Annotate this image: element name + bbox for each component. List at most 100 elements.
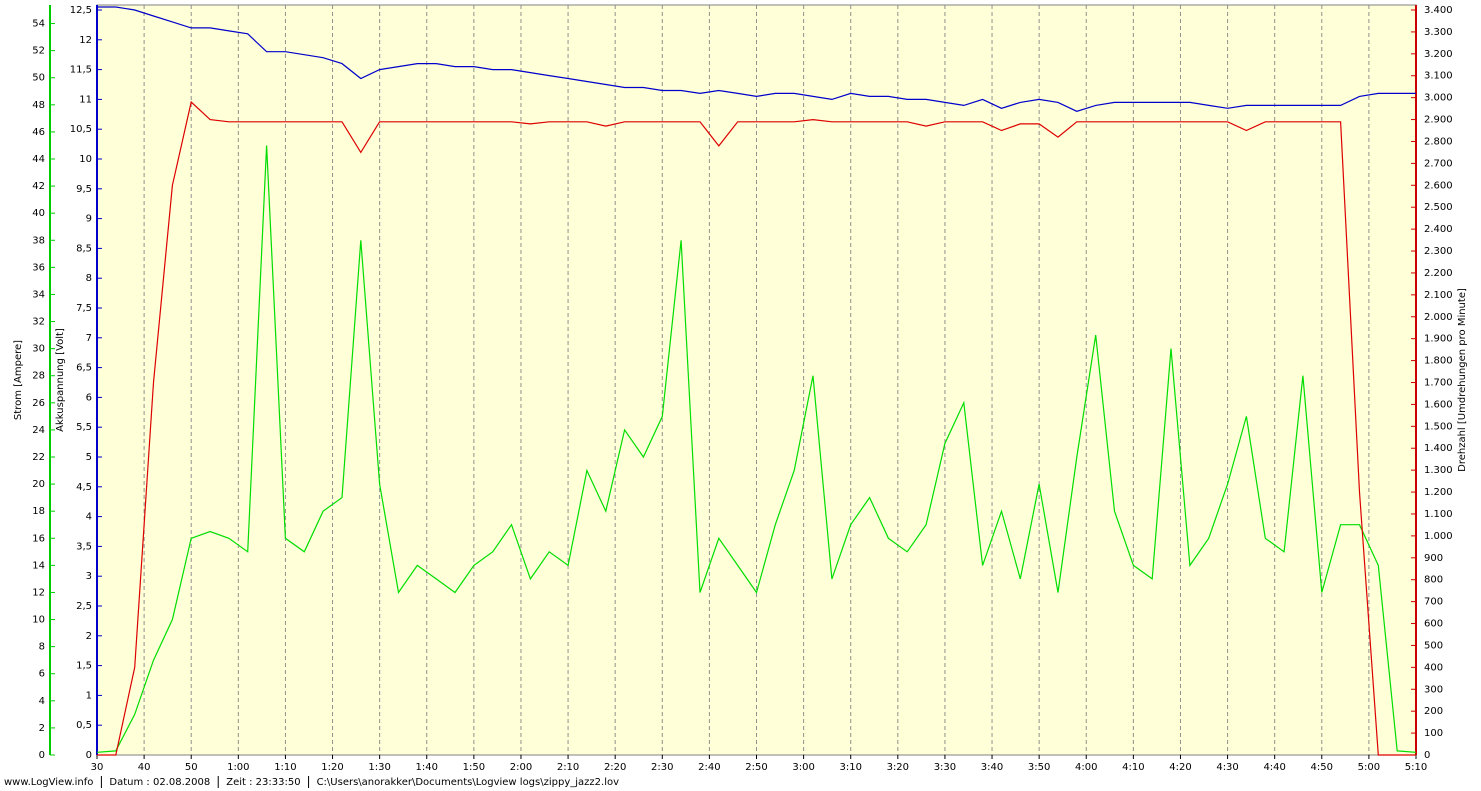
y3-tick-label: 52 xyxy=(32,46,45,57)
y-tick-label: 9,5 xyxy=(76,184,92,195)
y3-tick-label: 48 xyxy=(32,100,45,111)
y3-tick-label: 28 xyxy=(32,371,45,382)
y2-tick-label: 2.600 xyxy=(1424,180,1453,191)
y-tick-label: 4 xyxy=(86,512,92,523)
x-tick-label: 5:00 xyxy=(1358,762,1380,773)
y2-tick-label: 3.100 xyxy=(1424,71,1453,82)
y-tick-label: 10 xyxy=(79,154,92,165)
y2-tick-label: 800 xyxy=(1424,575,1443,586)
y-tick-label: 2 xyxy=(86,631,92,642)
y2-tick-label: 1.900 xyxy=(1424,334,1453,345)
y-tick-label: 10,5 xyxy=(70,124,92,135)
y2-tick-label: 0 xyxy=(1424,750,1430,761)
x-tick-label: 4:50 xyxy=(1311,762,1333,773)
y-tick-label: 1,5 xyxy=(76,661,92,672)
y-tick-label: 1 xyxy=(86,690,92,701)
y2-tick-label: 500 xyxy=(1424,640,1443,651)
y-tick-label: 12,5 xyxy=(70,5,92,16)
x-tick-label: 3:10 xyxy=(839,762,861,773)
x-tick-label: 4:10 xyxy=(1122,762,1144,773)
y2-tick-label: 2.200 xyxy=(1424,268,1453,279)
x-tick-label: 1:20 xyxy=(321,762,343,773)
y3-tick-label: 22 xyxy=(32,452,45,463)
x-tick-label: 2:00 xyxy=(510,762,532,773)
x-tick-label: 1:30 xyxy=(368,762,390,773)
y2-tick-label: 2.300 xyxy=(1424,246,1453,257)
y-tick-label: 0,5 xyxy=(76,720,92,731)
y3-tick-label: 50 xyxy=(32,73,45,84)
x-tick-label: 2:50 xyxy=(745,762,767,773)
x-tick-label: 1:50 xyxy=(463,762,485,773)
y-tick-label: 6 xyxy=(86,392,92,403)
y2-tick-label: 2.400 xyxy=(1424,224,1453,235)
y-axis-title: Akkuspannung [Volt] xyxy=(55,328,66,432)
x-tick-label: 50 xyxy=(185,762,198,773)
y3-tick-label: 4 xyxy=(39,696,45,707)
y2-tick-label: 2.100 xyxy=(1424,290,1453,301)
y3-tick-label: 30 xyxy=(32,344,45,355)
series-line xyxy=(97,6,1416,112)
y2-tick-label: 400 xyxy=(1424,662,1443,673)
x-tick-label: 3:30 xyxy=(934,762,956,773)
y2-tick-label: 300 xyxy=(1424,684,1443,695)
x-tick-label: 4:30 xyxy=(1216,762,1238,773)
footer-text: Datum : 02.08.2008 xyxy=(109,777,210,788)
y3-tick-label: 34 xyxy=(32,289,45,300)
y2-tick-label: 1.200 xyxy=(1424,487,1453,498)
y2-tick-label: 900 xyxy=(1424,553,1443,564)
y2-tick-label: 700 xyxy=(1424,597,1443,608)
y3-tick-label: 24 xyxy=(32,425,45,436)
x-tick-label: 4:40 xyxy=(1263,762,1285,773)
y3-tick-label: 12 xyxy=(32,587,45,598)
y-tick-label: 3 xyxy=(86,571,92,582)
y3-tick-label: 54 xyxy=(32,19,45,30)
y3-tick-label: 8 xyxy=(39,642,45,653)
x-tick-label: 3:40 xyxy=(981,762,1003,773)
x-tick-label: 40 xyxy=(138,762,151,773)
y-tick-label: 2,5 xyxy=(76,601,92,612)
y3-tick-label: 42 xyxy=(32,181,45,192)
y3-tick-label: 32 xyxy=(32,317,45,328)
y-tick-label: 8 xyxy=(86,273,92,284)
y2-tick-label: 3.200 xyxy=(1424,49,1453,60)
x-tick-label: 1:10 xyxy=(274,762,296,773)
x-tick-label: 30 xyxy=(91,762,104,773)
y2-tick-label: 1.500 xyxy=(1424,421,1453,432)
series-line xyxy=(97,100,1416,756)
x-tick-label: 2:30 xyxy=(651,762,673,773)
y-tick-label: 5,5 xyxy=(76,422,92,433)
footer-text: www.LogView.info xyxy=(4,777,93,788)
y3-axis-title: Strom [Ampere] xyxy=(13,340,24,420)
y-tick-label: 6,5 xyxy=(76,363,92,374)
y3-tick-label: 0 xyxy=(39,750,45,761)
y2-tick-label: 1.400 xyxy=(1424,443,1453,454)
y-tick-label: 9 xyxy=(86,214,92,225)
y3-tick-label: 18 xyxy=(32,506,45,517)
y-tick-label: 11,5 xyxy=(70,65,92,76)
y2-tick-label: 2.700 xyxy=(1424,158,1453,169)
y2-tick-label: 1.800 xyxy=(1424,356,1453,367)
y2-tick-label: 2.900 xyxy=(1424,115,1453,126)
footer-text: Zeit : 23:33:50 xyxy=(226,777,300,788)
y-tick-label: 8,5 xyxy=(76,243,92,254)
y2-tick-label: 100 xyxy=(1424,728,1443,739)
y-tick-label: 7,5 xyxy=(76,303,92,314)
x-tick-label: 1:00 xyxy=(227,762,249,773)
y2-tick-label: 3.400 xyxy=(1424,5,1453,16)
y-tick-label: 7 xyxy=(86,333,92,344)
y3-tick-label: 10 xyxy=(32,615,45,626)
y2-tick-label: 3.000 xyxy=(1424,93,1453,104)
x-tick-label: 3:50 xyxy=(1028,762,1050,773)
x-tick-label: 1:40 xyxy=(416,762,438,773)
y2-tick-label: 1.700 xyxy=(1424,378,1453,389)
y3-tick-label: 38 xyxy=(32,235,45,246)
y3-tick-label: 2 xyxy=(39,723,45,734)
series-line xyxy=(96,145,1417,753)
y-tick-label: 0 xyxy=(86,750,92,761)
x-tick-label: 2:10 xyxy=(557,762,579,773)
y2-tick-label: 3.300 xyxy=(1424,27,1453,38)
y3-tick-label: 6 xyxy=(39,669,45,680)
y-tick-label: 3,5 xyxy=(76,541,92,552)
x-tick-label: 3:20 xyxy=(887,762,909,773)
